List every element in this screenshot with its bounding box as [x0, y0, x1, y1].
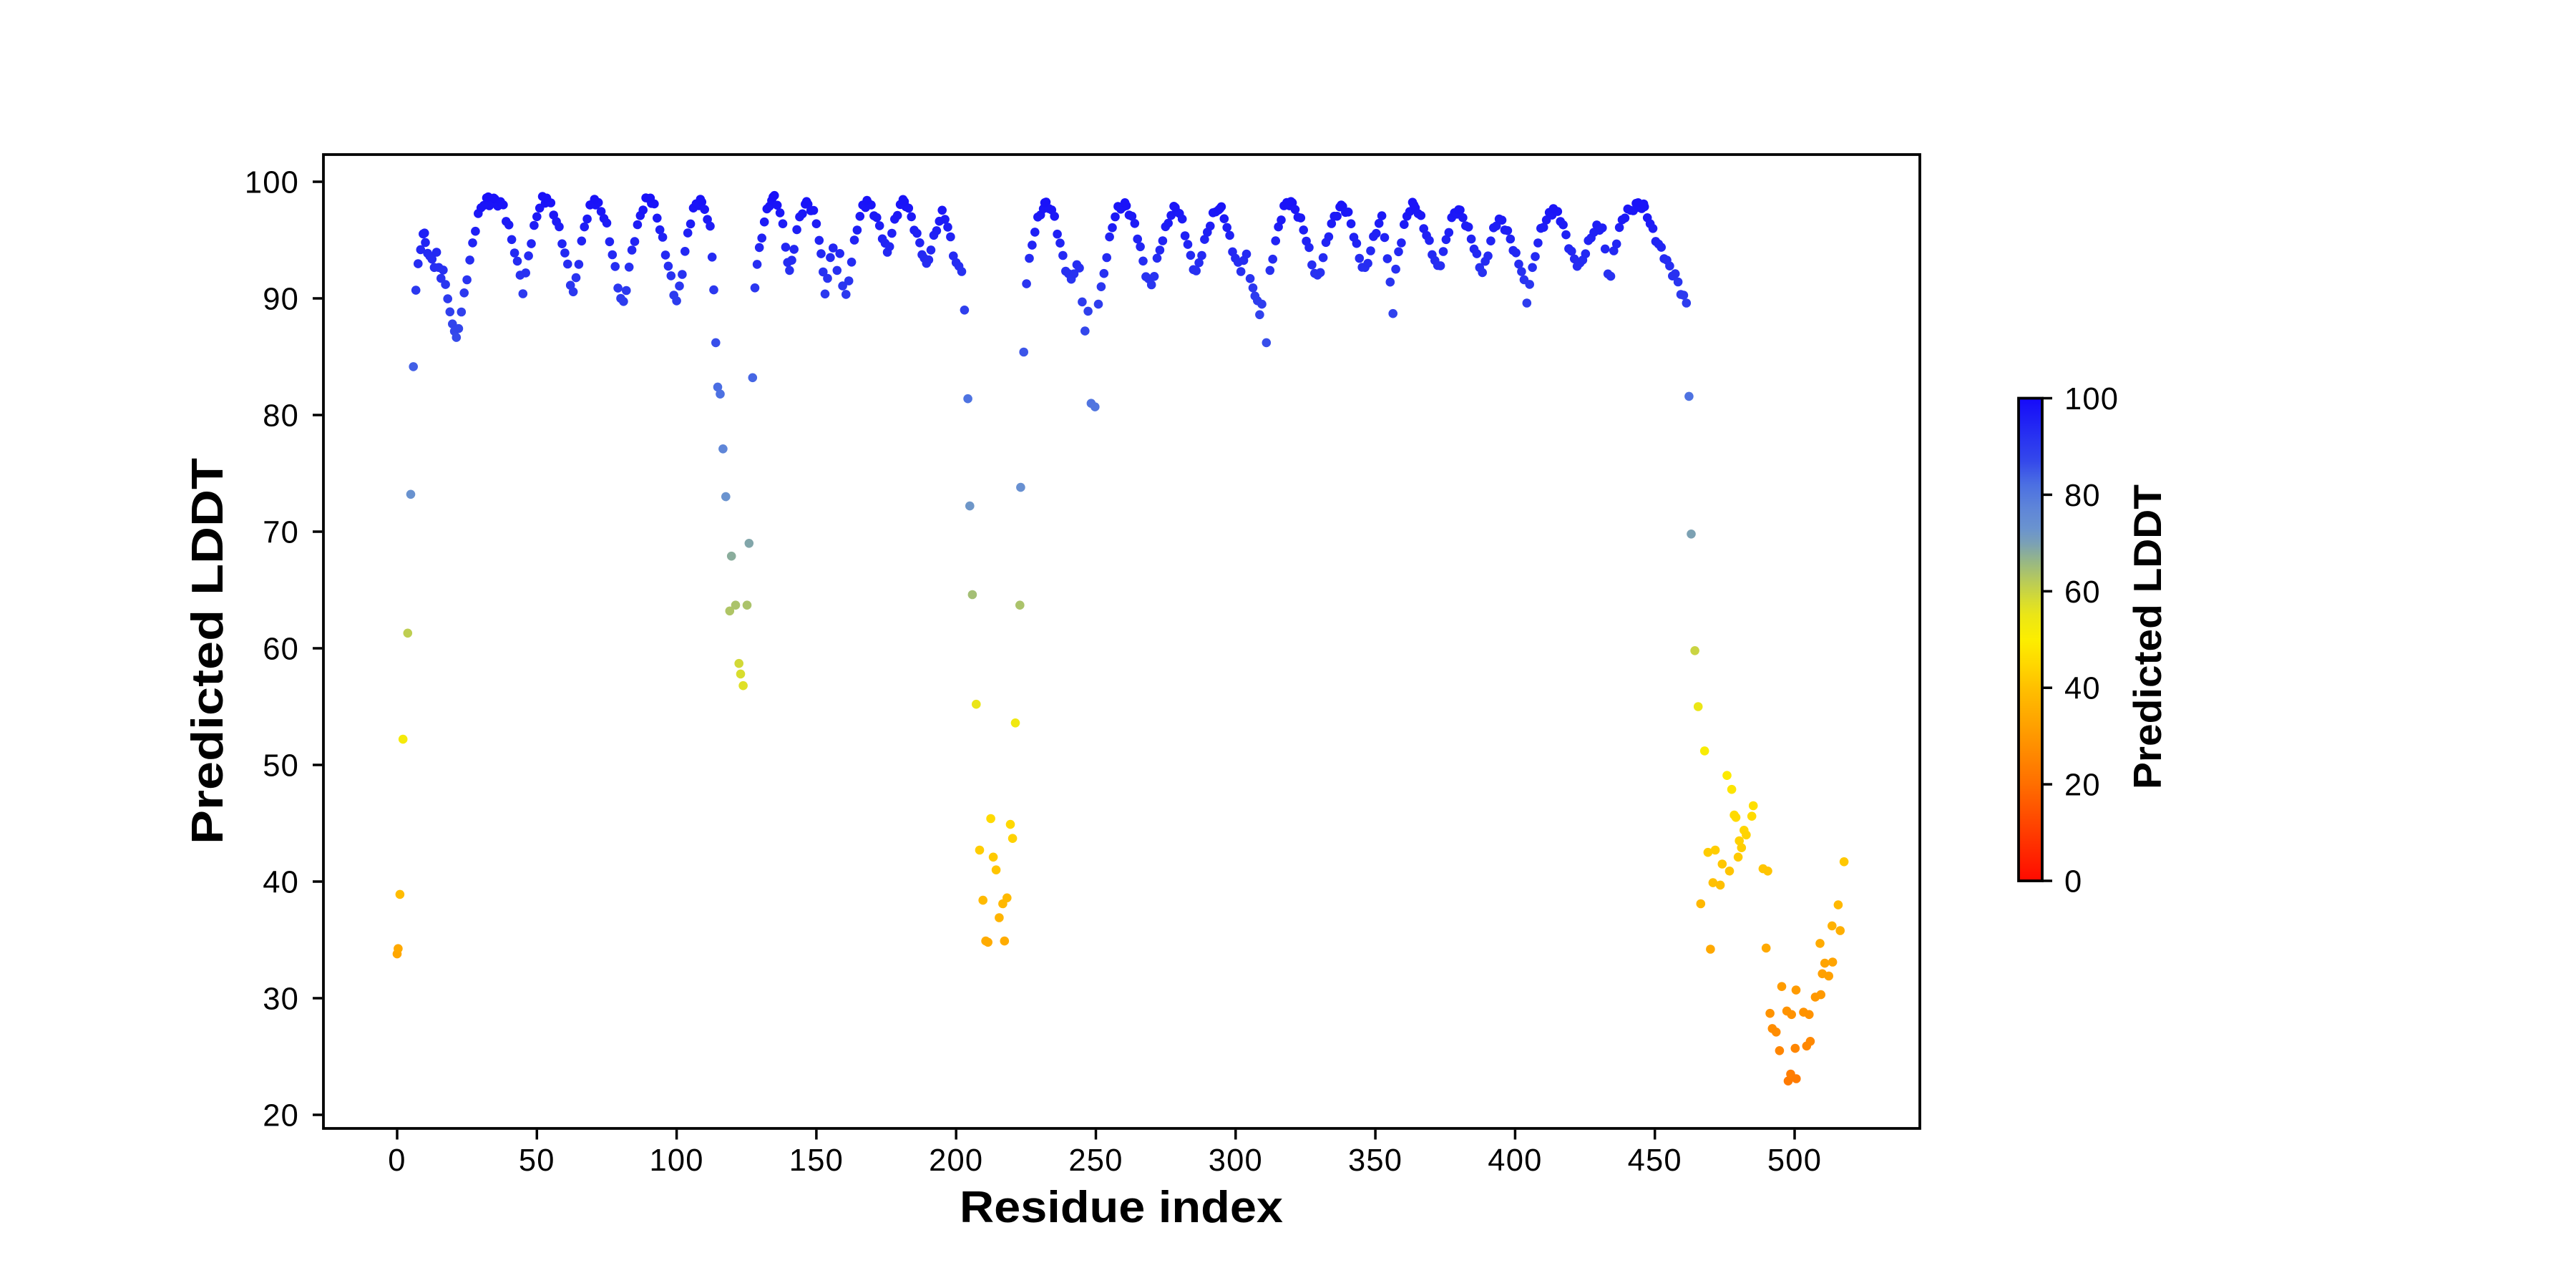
- svg-text:400: 400: [1488, 1143, 1542, 1178]
- svg-text:500: 500: [1767, 1143, 1822, 1178]
- svg-text:Residue index: Residue index: [960, 1183, 1284, 1232]
- svg-text:90: 90: [263, 283, 299, 317]
- svg-text:80: 80: [2064, 479, 2101, 513]
- svg-text:250: 250: [1068, 1143, 1123, 1178]
- svg-text:80: 80: [263, 399, 299, 434]
- svg-text:100: 100: [650, 1143, 704, 1178]
- svg-text:40: 40: [2064, 672, 2101, 706]
- svg-text:Predicted LDDT: Predicted LDDT: [183, 458, 233, 844]
- svg-text:Predicted LDDT: Predicted LDDT: [2125, 484, 2170, 789]
- svg-text:60: 60: [2064, 575, 2101, 610]
- svg-text:70: 70: [263, 516, 299, 550]
- svg-text:60: 60: [263, 633, 299, 667]
- svg-text:150: 150: [789, 1143, 844, 1178]
- svg-text:450: 450: [1628, 1143, 1682, 1178]
- svg-text:20: 20: [2064, 769, 2101, 803]
- svg-text:50: 50: [519, 1143, 555, 1178]
- svg-text:0: 0: [388, 1143, 406, 1178]
- svg-text:50: 50: [263, 749, 299, 784]
- svg-text:300: 300: [1209, 1143, 1263, 1178]
- svg-text:30: 30: [263, 982, 299, 1017]
- svg-text:20: 20: [263, 1099, 299, 1133]
- svg-text:0: 0: [2064, 865, 2082, 899]
- svg-text:100: 100: [2064, 382, 2119, 416]
- svg-text:200: 200: [929, 1143, 983, 1178]
- svg-text:40: 40: [263, 866, 299, 900]
- svg-text:100: 100: [245, 166, 299, 200]
- svg-text:350: 350: [1348, 1143, 1402, 1178]
